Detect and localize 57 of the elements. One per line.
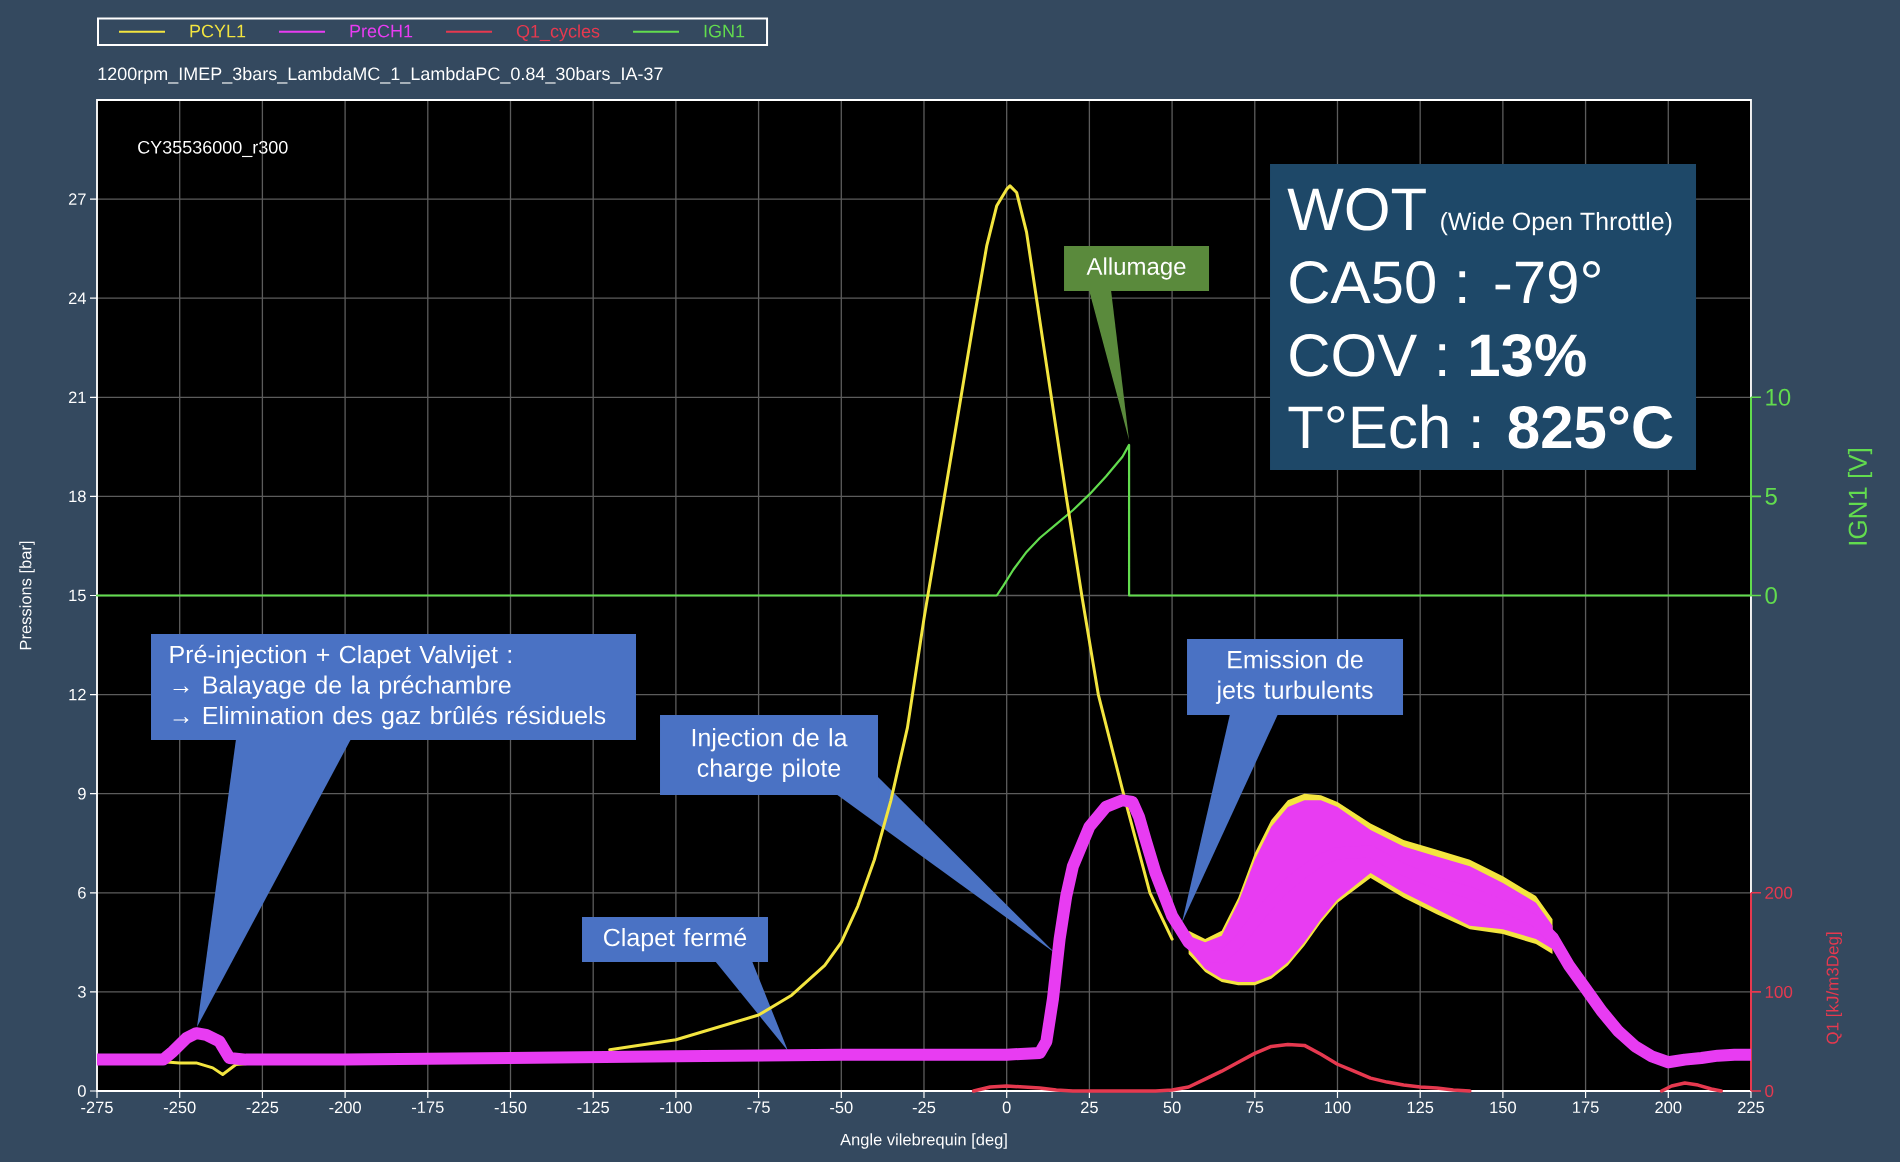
annotation: CY35536000_r300: [138, 140, 288, 158]
y-tick-label: 24: [68, 292, 86, 304]
x-tick-label: -175: [412, 1101, 444, 1114]
y2-axis-title: IGN1 [V]: [1847, 449, 1873, 545]
y-tick-label: 6: [78, 886, 86, 899]
x-tick-label: 100: [1324, 1101, 1351, 1114]
y-tick-label: 12: [69, 688, 86, 701]
x-tick-label: 50: [1163, 1101, 1181, 1114]
x-tick-label: 75: [1246, 1101, 1264, 1114]
y3-tick-label: 200: [1765, 886, 1793, 899]
y-tick-label: 9: [78, 787, 86, 800]
y2-tick-label: 5: [1765, 488, 1777, 505]
annotation: WOT: [1287, 188, 1426, 231]
legend-label: PCYL1: [190, 24, 246, 38]
y-tick-label: 3: [77, 986, 86, 998]
annotation: Allumage: [1086, 257, 1186, 280]
annotation: Pré-injection + Clapet Valvijet : → Balayage de la préchambre → Elimination des gaz brûlés résiduels: [170, 644, 606, 730]
x-tick-label: 125: [1407, 1101, 1434, 1114]
x-tick-label: -250: [163, 1101, 196, 1114]
y-axis-title: Pressions [bar]: [19, 541, 35, 650]
y3-tick-label: 100: [1765, 985, 1793, 998]
annotation: CA50 : -79°: [1290, 261, 1600, 304]
annotation: Clapet fermé: [604, 927, 747, 952]
y-tick-label: 15: [69, 589, 86, 602]
x-tick-label: -200: [329, 1101, 361, 1114]
x-axis-title: Angle vilebrequin [deg]: [840, 1133, 1007, 1149]
x-tick-label: -50: [830, 1101, 853, 1114]
x-tick-label: -100: [660, 1101, 692, 1114]
x-tick-label: -150: [494, 1101, 527, 1114]
y2-tick-label: 0: [1765, 586, 1777, 604]
y-tick-label: 21: [68, 391, 86, 404]
y2-tick-label: 10: [1766, 388, 1791, 406]
legend-label: Q1_cycles: [516, 24, 600, 42]
annotation: T°Ech : 825°C: [1288, 404, 1673, 449]
chart-title: 1200rpm_IMEP_3bars_LambdaMC_1_LambdaPC_0.84_30bars_IA-37: [98, 66, 663, 84]
y-tick-label: 27: [68, 193, 86, 205]
x-tick-label: -75: [747, 1101, 770, 1114]
annotation: Emission de jets turbulents: [1215, 650, 1373, 704]
x-tick-label: -225: [246, 1101, 279, 1114]
y3-axis-title: Q1 [kJ/m3Deg]: [1826, 932, 1842, 1044]
x-tick-label: 0: [1002, 1101, 1011, 1114]
annotation: (Wide Open Throttle): [1441, 211, 1672, 236]
x-tick-label: -25: [912, 1101, 936, 1114]
x-tick-label: 25: [1081, 1101, 1098, 1114]
x-tick-label: -275: [81, 1101, 113, 1114]
x-tick-label: 150: [1490, 1101, 1516, 1114]
legend-label: IGN1: [704, 24, 745, 38]
legend-label: PreCH1: [350, 24, 413, 38]
y3-tick-label: 0: [1765, 1084, 1774, 1098]
annotation: COV : 13%: [1290, 334, 1586, 377]
x-tick-label: 225: [1738, 1101, 1765, 1114]
y-tick-label: 0: [77, 1085, 86, 1097]
x-tick-label: 200: [1655, 1101, 1682, 1114]
annotation: Injection de la charge pilote: [692, 728, 848, 782]
y-tick-label: 18: [69, 490, 86, 503]
x-tick-label: -125: [577, 1101, 610, 1114]
x-tick-label: 175: [1573, 1101, 1599, 1114]
